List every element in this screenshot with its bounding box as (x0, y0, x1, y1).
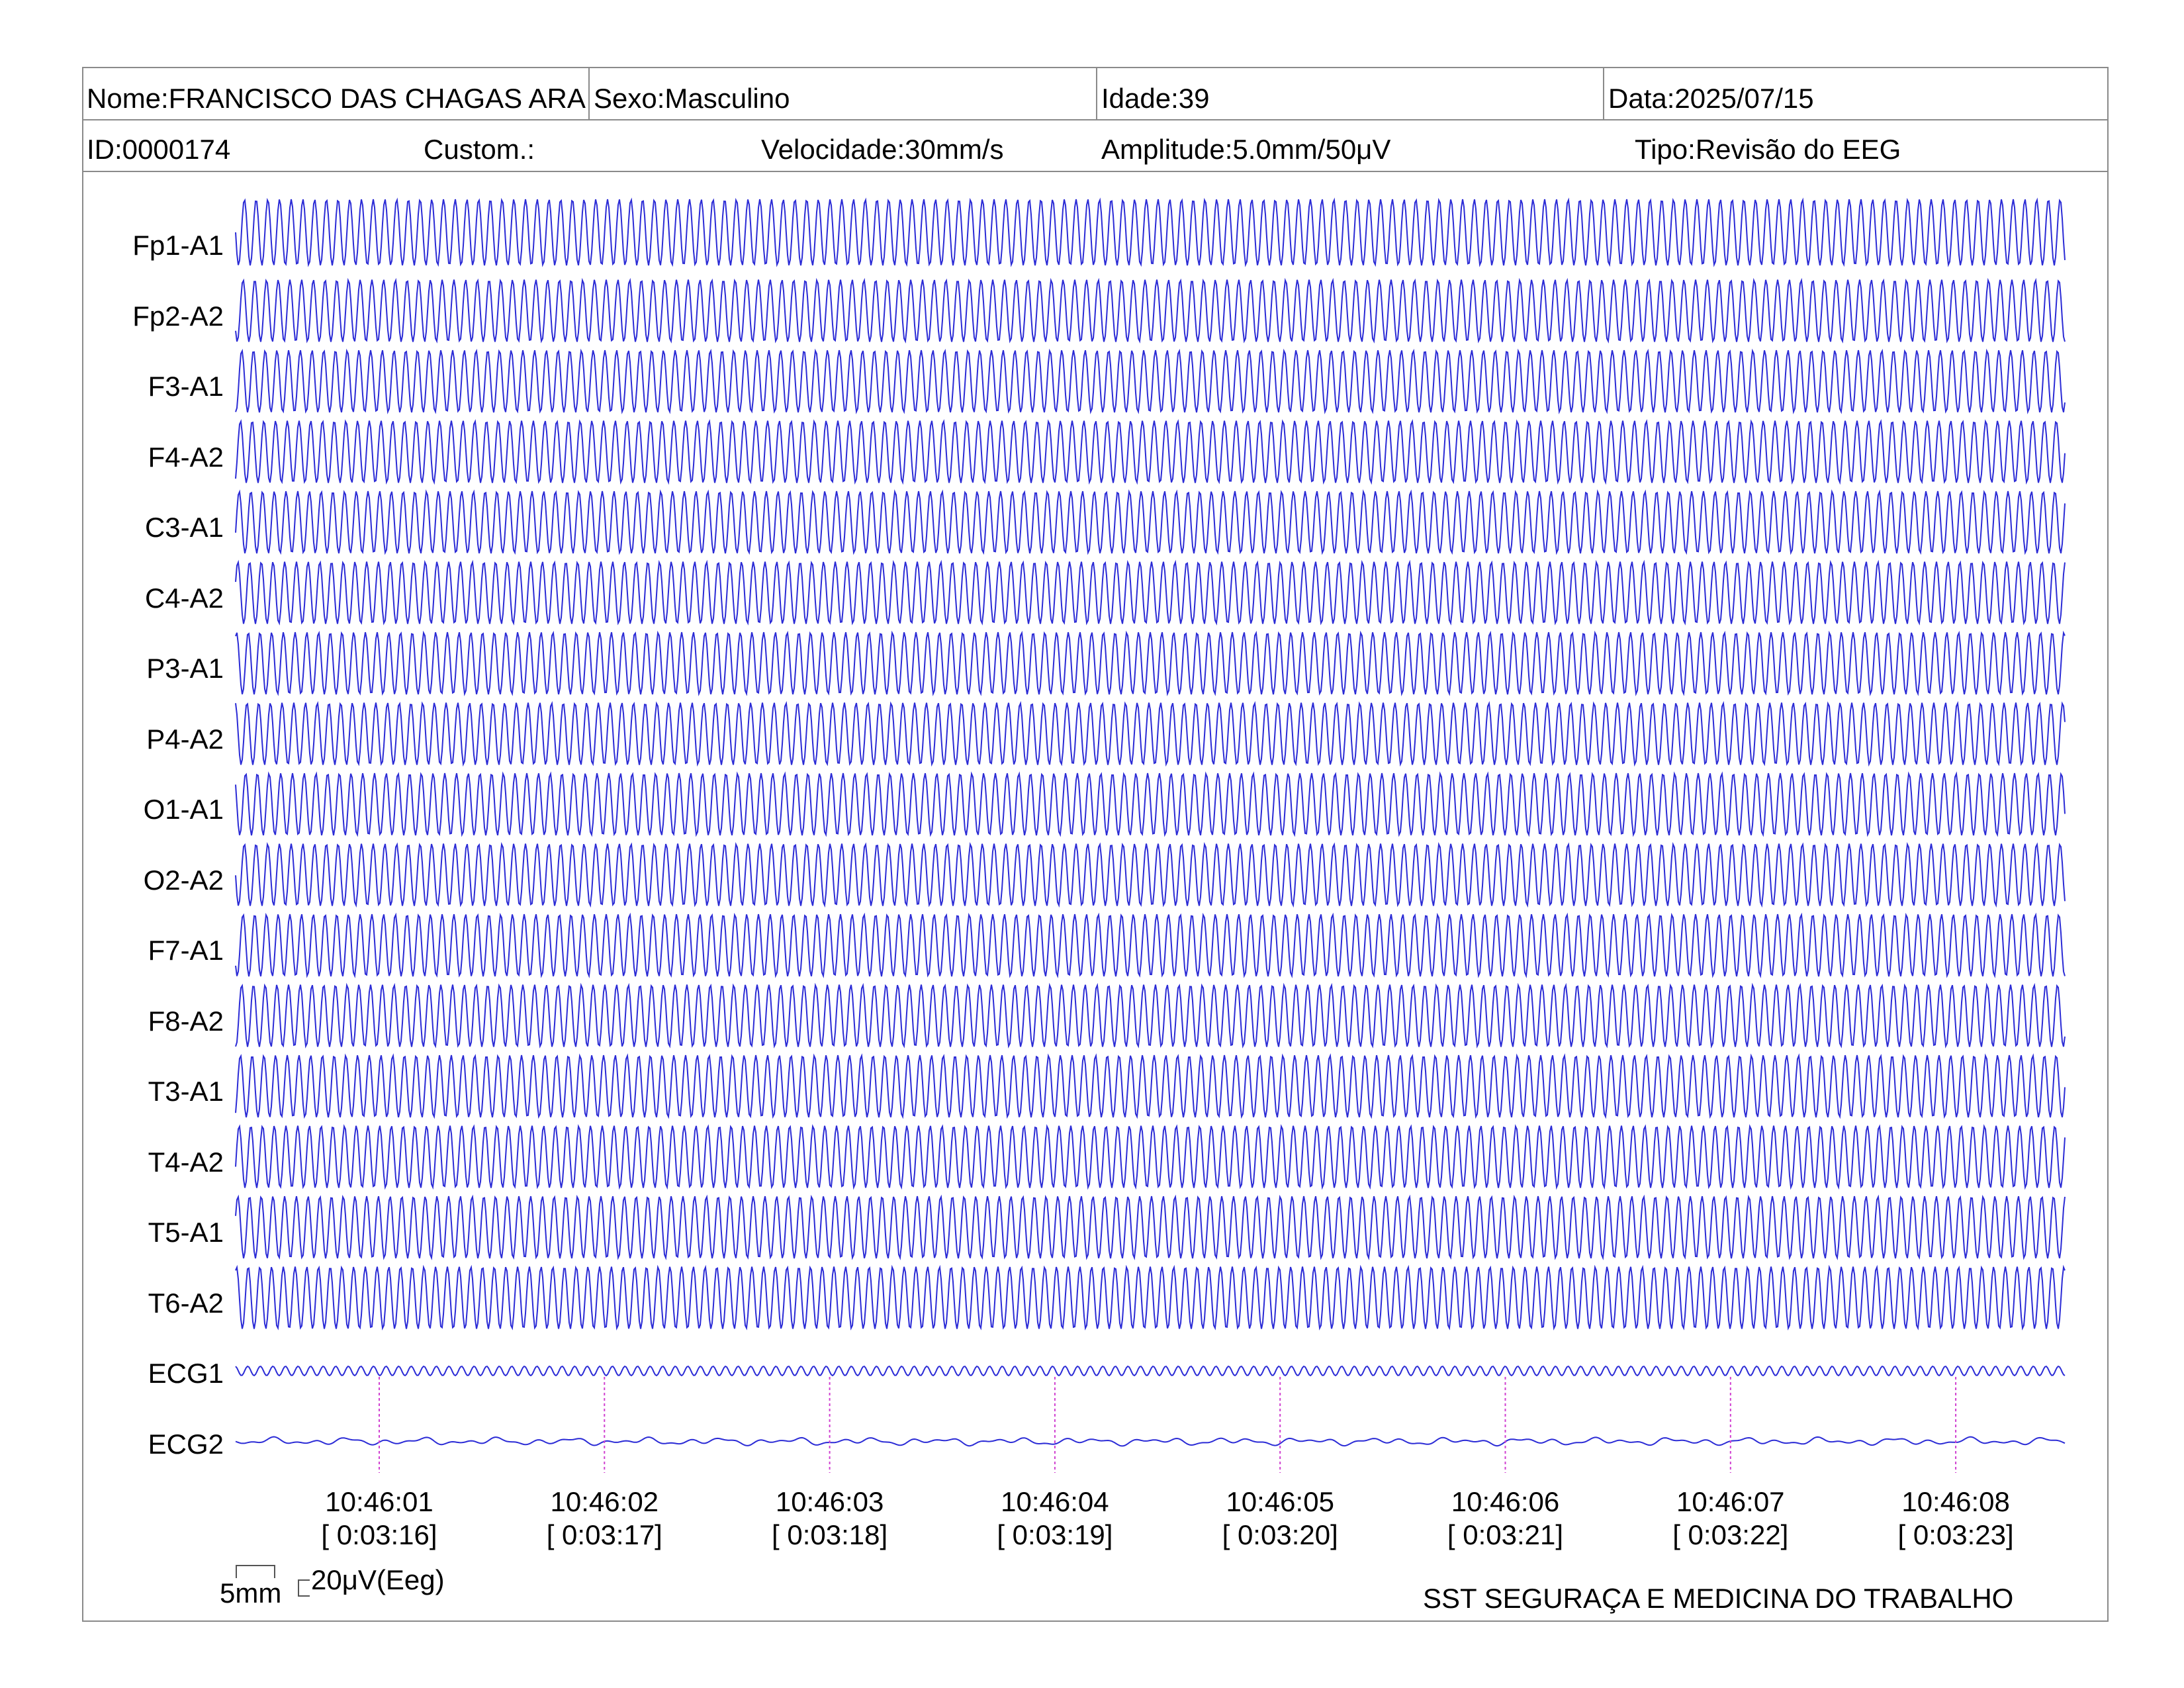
channel-label: O1-A1 (143, 794, 224, 825)
time-marker-clock: 10:46:03 (775, 1486, 884, 1517)
time-marker-clock: 10:46:08 (1901, 1486, 2010, 1517)
channel-label: P4-A2 (146, 723, 224, 755)
time-marker-clock: 10:46:02 (550, 1486, 659, 1517)
time-scale-label: 5mm (220, 1577, 282, 1609)
time-marker-elapsed: [ 0:03:16] (321, 1519, 437, 1550)
trace-o2-a2 (235, 842, 2066, 908)
patient-age: Idade:39 (1101, 83, 1210, 114)
speed-setting: Velocidade:30mm/s (761, 134, 1004, 165)
header-col-divider-3 (1603, 67, 1604, 120)
channel-label: C3-A1 (144, 512, 224, 543)
trace-o1-a1 (235, 771, 2066, 837)
time-marker-elapsed: [ 0:03:19] (997, 1519, 1113, 1550)
channel-label: F3-A1 (148, 371, 224, 402)
trace-f3-a1 (235, 348, 2066, 414)
company-name: SST SEGURAÇA E MEDICINA DO TRABALHO (1423, 1583, 2014, 1614)
patient-name: Nome:FRANCISCO DAS CHAGAS ARA (87, 83, 586, 114)
channel-label: T6-A2 (148, 1287, 224, 1319)
channel-label: ECG2 (148, 1428, 224, 1460)
trace-ecg1 (235, 1365, 2066, 1377)
exam-type: Tipo:Revisão do EEG (1635, 134, 1901, 165)
channel-label: C4-A2 (144, 582, 224, 614)
report-frame (82, 67, 2109, 1622)
time-marker-elapsed: [ 0:03:18] (772, 1519, 888, 1550)
patient-id: ID:0000174 (87, 134, 231, 165)
channel-label: Fp1-A1 (132, 230, 224, 261)
channel-label: F4-A2 (148, 441, 224, 473)
trace-f7-a1 (235, 912, 2066, 978)
channel-label: P3-A1 (146, 653, 224, 684)
channel-label: O2-A2 (143, 864, 224, 896)
time-marker-clock: 10:46:04 (1001, 1486, 1109, 1517)
time-marker-clock: 10:46:01 (325, 1486, 433, 1517)
trace-ecg2 (235, 1436, 2066, 1447)
channel-label: F8-A2 (148, 1005, 224, 1037)
channel-label: Fp2-A2 (132, 300, 224, 332)
amp-scale-bar (298, 1579, 310, 1597)
exam-date: Data:2025/07/15 (1608, 83, 1814, 114)
time-marker-elapsed: [ 0:03:21] (1447, 1519, 1564, 1550)
trace-fp1-a1 (235, 197, 2066, 267)
channel-label: ECG1 (148, 1358, 224, 1389)
amplitude-setting: Amplitude:5.0mm/50μV (1101, 134, 1391, 165)
trace-t5-a1 (235, 1194, 2066, 1260)
time-marker-elapsed: [ 0:03:20] (1222, 1519, 1338, 1550)
trace-t4-a2 (235, 1124, 2066, 1190)
header-col-divider-1 (588, 67, 590, 120)
channel-label: T5-A1 (148, 1217, 224, 1248)
header-divider-1 (82, 119, 2109, 120)
patient-sex: Sexo:Masculino (594, 83, 790, 114)
time-marker-clock: 10:46:05 (1226, 1486, 1334, 1517)
channel-label: T3-A1 (148, 1076, 224, 1107)
trace-f4-a2 (235, 419, 2066, 485)
time-marker-elapsed: [ 0:03:22] (1672, 1519, 1789, 1550)
trace-t6-a2 (235, 1264, 2066, 1331)
trace-p4-a2 (235, 701, 2066, 767)
amp-scale-label: 20μV(Eeg) (311, 1564, 445, 1595)
trace-f8-a2 (235, 982, 2066, 1049)
custom-field: Custom.: (424, 134, 535, 165)
header-divider-2 (82, 171, 2109, 172)
header-col-divider-2 (1096, 67, 1097, 120)
time-marker-elapsed: [ 0:03:17] (546, 1519, 662, 1550)
trace-c3-a1 (235, 489, 2066, 555)
time-marker-clock: 10:46:07 (1676, 1486, 1785, 1517)
channel-label: F7-A1 (148, 935, 224, 966)
trace-p3-a1 (235, 630, 2066, 696)
channel-label: T4-A2 (148, 1146, 224, 1178)
time-marker-elapsed: [ 0:03:23] (1897, 1519, 2014, 1550)
time-scale-bar (236, 1565, 275, 1578)
trace-c4-a2 (235, 559, 2066, 626)
trace-t3-a1 (235, 1053, 2066, 1119)
time-marker-clock: 10:46:06 (1451, 1486, 1560, 1517)
trace-fp2-a2 (235, 277, 2066, 344)
